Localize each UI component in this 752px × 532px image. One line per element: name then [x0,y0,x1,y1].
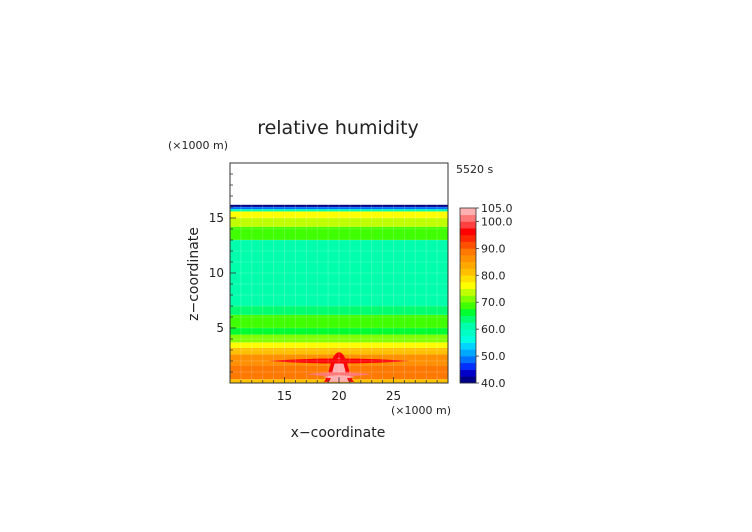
colorbar-swatch [460,329,476,337]
contour-feature [306,372,372,377]
colorbar-swatch [460,261,476,269]
contour-band [230,240,448,306]
contour-band [230,207,448,210]
colorbar-swatch [460,275,476,283]
colorbar-swatch [460,255,476,263]
colorbar-swatch [460,228,476,236]
y-axis-label: z−coordinate [186,227,202,321]
colorbar-swatch [460,335,476,343]
axis-layer: 15 20 25 5 10 15 [209,162,449,403]
colorbar-swatch [460,248,476,256]
colorbar-swatch [460,295,476,303]
contour-band [230,209,448,212]
x-tick-label: 25 [386,389,401,403]
colorbar-swatch [460,322,476,330]
colorbar-tick-label: 105.0 [481,202,513,215]
contour-fill-layer [230,204,448,383]
contour-band [230,334,448,343]
colorbar-tick-label: 80.0 [481,269,506,282]
colorbar-tick-label: 90.0 [481,242,506,255]
colorbar-swatch [460,221,476,229]
time-label: 5520 s [456,163,493,176]
contour-band [230,342,448,348]
y-tick-label: 15 [209,211,224,225]
colorbar-swatch [460,376,476,384]
colorbar-swatch [460,288,476,296]
contour-band [230,211,448,218]
grid-layer [229,162,449,384]
colorbar-swatch [460,369,476,377]
chart-title: relative humidity [257,117,419,139]
colorbar-tick-label: 60.0 [481,323,506,336]
contour-band [230,226,448,240]
contour-band [230,218,448,227]
contour-band [230,204,448,207]
contour-feature [268,358,410,364]
colorbar-tick-label: 50.0 [481,350,506,363]
colorbar-tick-label: 100.0 [481,215,513,228]
colorbar-tick-label: 40.0 [481,377,506,390]
x-unit-label: (×1000 m) [391,404,451,417]
colorbar-frame [459,207,477,384]
colorbar-swatch [460,342,476,350]
colorbar-swatch [460,208,476,216]
x-axis-label: x−coordinate [291,425,386,441]
y-unit-label: (×1000 m) [168,139,228,152]
y-tick-label: 5 [216,321,224,335]
colorbar-swatch [460,356,476,364]
colorbar-swatch [460,234,476,242]
colorbar-swatch [460,214,476,222]
contour-band [230,306,448,315]
colorbar-swatch [460,241,476,249]
contour-band [230,314,448,328]
colorbar-swatch [460,362,476,370]
contour-feature [322,375,356,379]
colorbar-swatch [460,308,476,316]
colorbar-swatch [460,282,476,290]
y-tick-label: 10 [209,266,224,280]
colorbar-swatch [460,315,476,323]
contour-band [230,347,448,355]
x-tick-label: 20 [331,389,346,403]
colorbar-swatch [460,302,476,310]
colorbar-tick-label: 70.0 [481,296,506,309]
contour-band [230,328,448,335]
colorbar-swatch [460,268,476,276]
x-tick-label: 15 [277,389,292,403]
colorbar-swatch [460,349,476,357]
